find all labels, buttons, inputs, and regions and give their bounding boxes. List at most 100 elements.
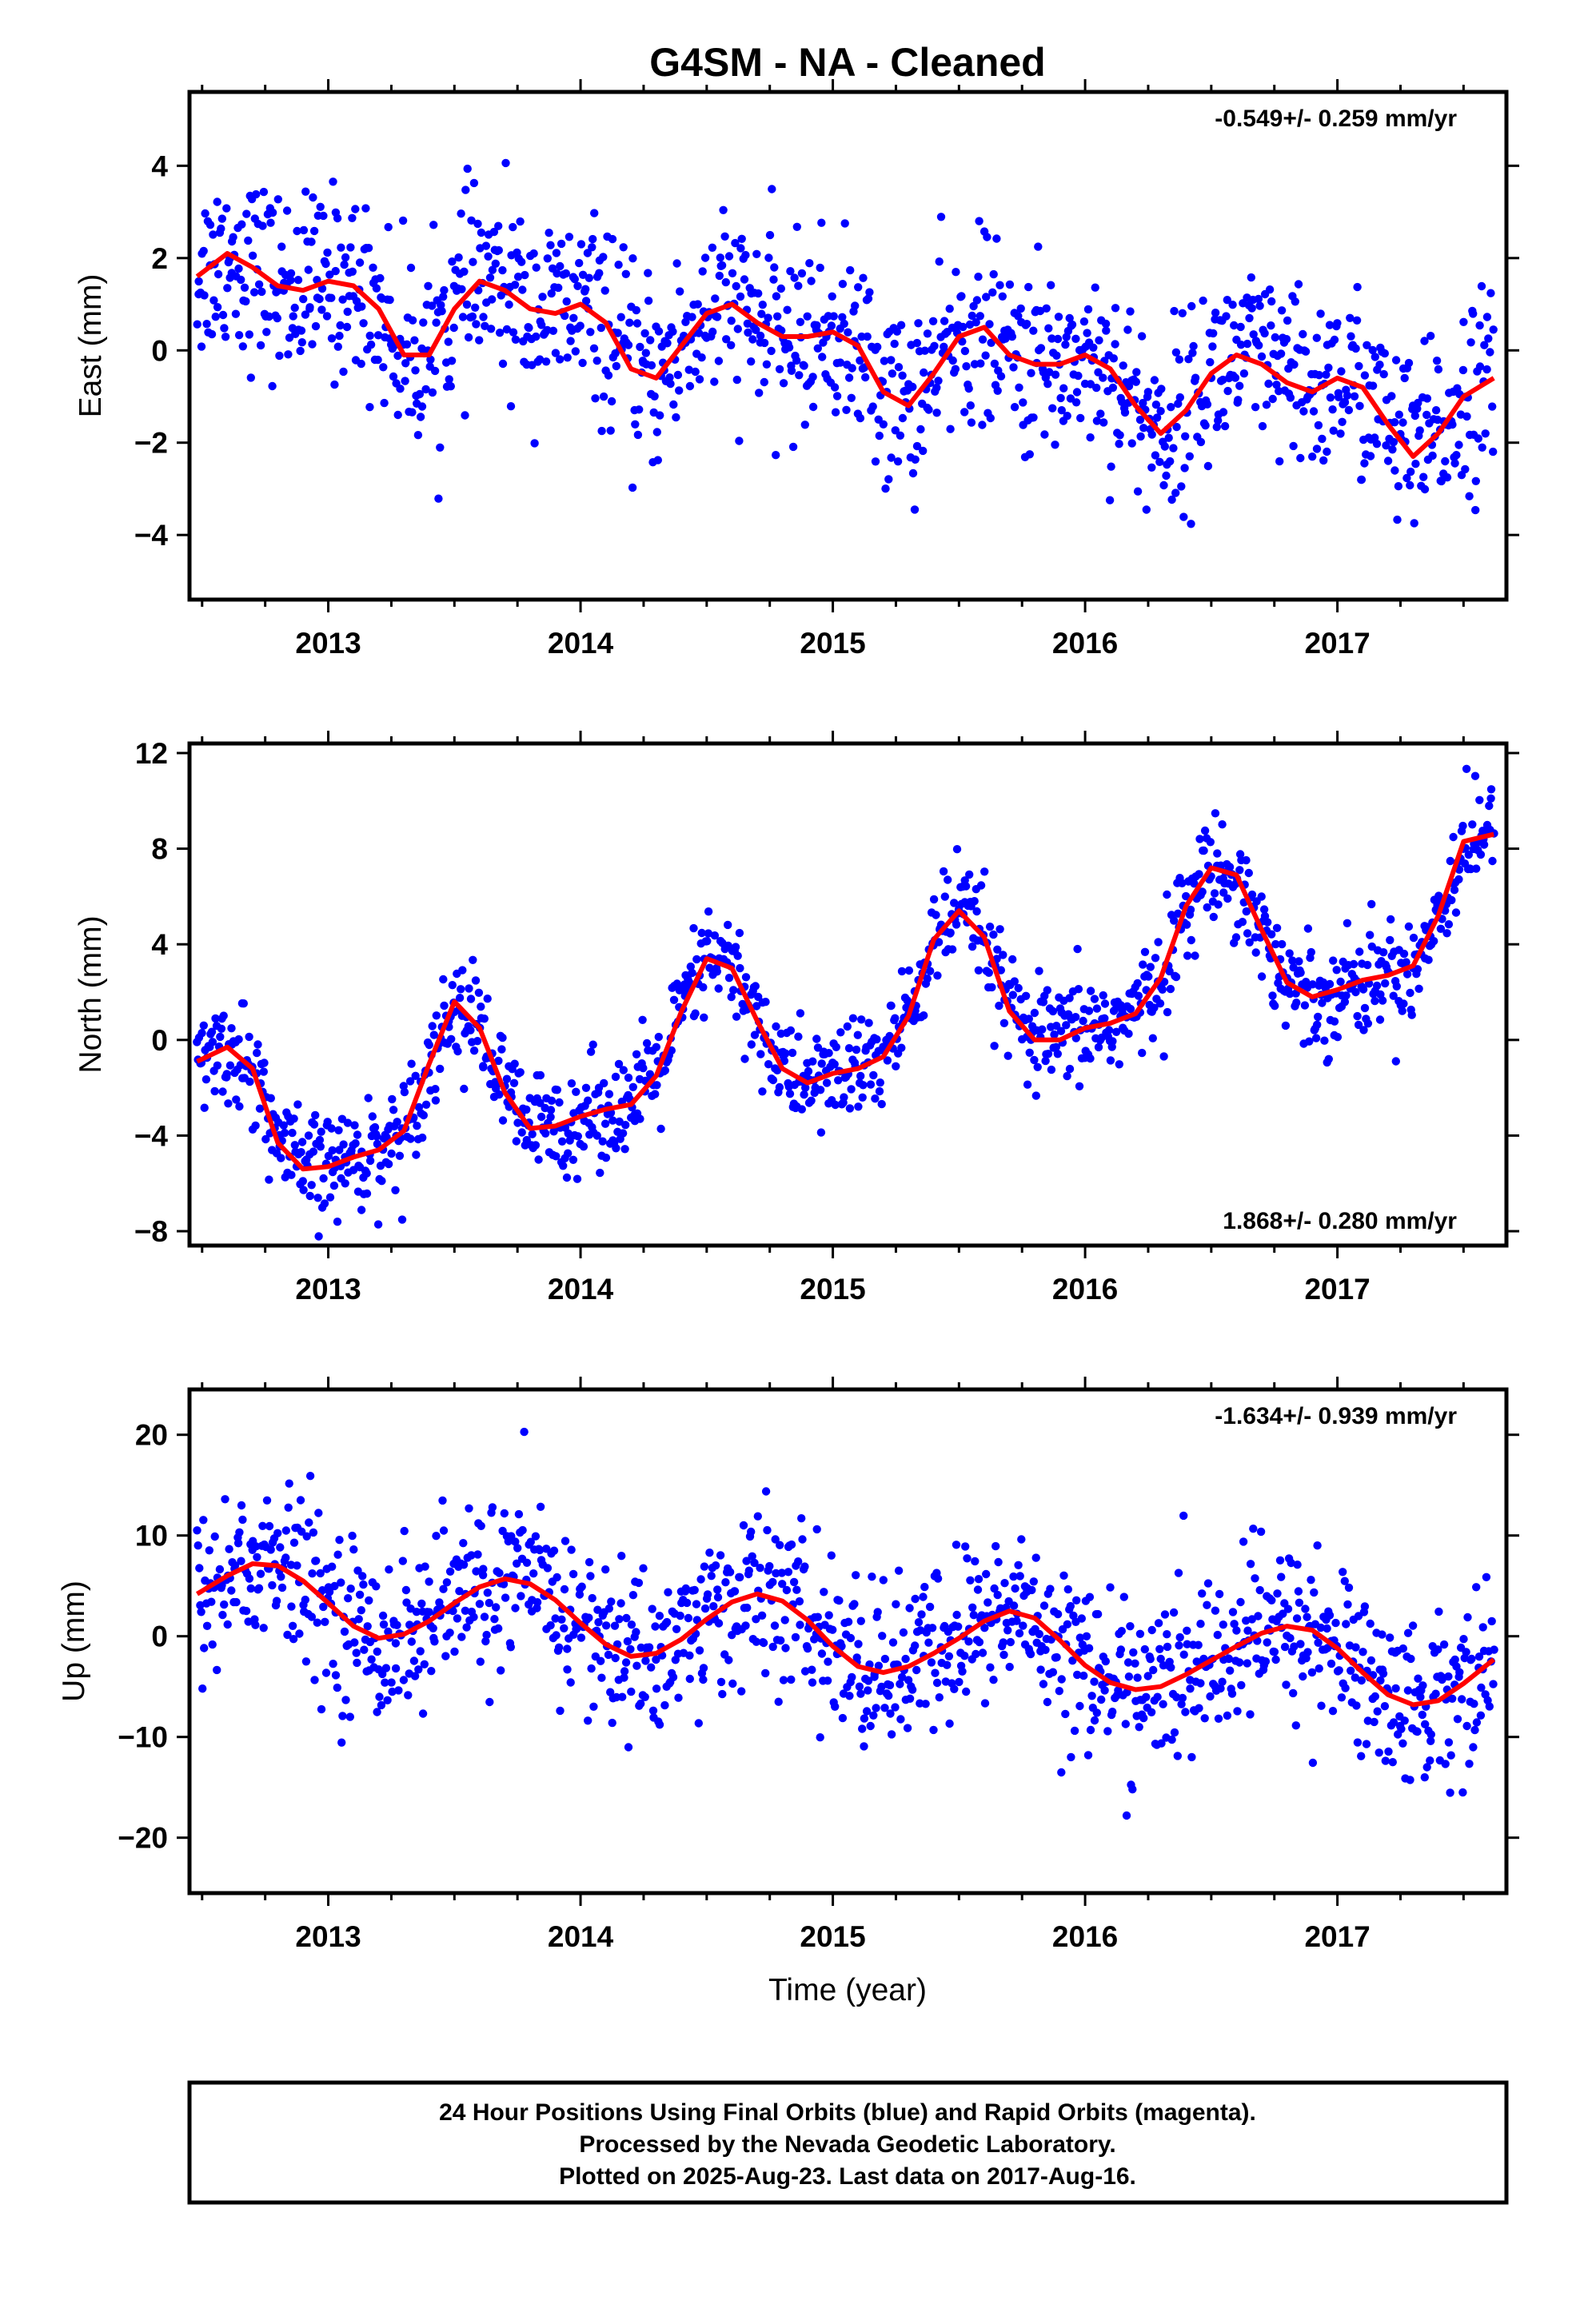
up-data-point	[225, 1545, 233, 1553]
up-data-point	[246, 1584, 255, 1593]
up-data-point	[563, 1665, 572, 1674]
north-data-point	[1389, 991, 1398, 1000]
up-data-point	[341, 1696, 350, 1704]
east-data-point	[566, 337, 575, 345]
east-data-point	[464, 333, 473, 342]
east-data-point	[1175, 355, 1184, 364]
up-data-point	[837, 1642, 846, 1651]
up-data-point	[858, 1724, 867, 1733]
east-data-point	[333, 213, 342, 223]
north-data-point	[333, 1218, 342, 1226]
north-data-point	[328, 1146, 337, 1155]
east-data-point	[532, 332, 541, 341]
up-data-point	[309, 1528, 318, 1537]
east-data-point	[1029, 413, 1038, 422]
east-data-point	[1089, 343, 1098, 352]
up-data-point	[685, 1674, 694, 1684]
up-data-point	[624, 1743, 633, 1752]
up-data-point	[1331, 1618, 1340, 1628]
north-data-point	[1138, 1048, 1147, 1058]
up-data-point	[820, 1588, 828, 1597]
east-data-point	[966, 401, 976, 410]
north-data-point	[1349, 959, 1359, 969]
north-data-point	[729, 986, 738, 995]
up-data-point	[501, 1593, 510, 1602]
east-data-point	[1178, 309, 1187, 317]
north-data-point	[1195, 870, 1203, 879]
north-data-point	[1375, 1015, 1385, 1024]
up-data-point	[795, 1597, 804, 1606]
east-data-point	[296, 346, 305, 356]
east-data-point	[532, 263, 541, 272]
east-data-point	[1434, 365, 1443, 374]
up-data-point	[771, 1535, 780, 1544]
north-data-point	[373, 1220, 383, 1229]
east-observations	[193, 158, 1498, 528]
up-data-point	[340, 1627, 349, 1636]
north-data-point	[1235, 866, 1244, 875]
east-data-point	[557, 239, 566, 249]
up-data-point	[920, 1582, 929, 1592]
east-data-point	[898, 413, 908, 423]
north-data-point	[373, 1139, 382, 1149]
up-data-point	[325, 1588, 334, 1597]
north-data-point	[1359, 1026, 1368, 1034]
east-data-point	[848, 364, 856, 373]
up-data-point	[1455, 1668, 1464, 1676]
east-data-point	[1406, 480, 1414, 490]
up-data-point	[891, 1703, 900, 1712]
east-data-point	[266, 218, 275, 227]
north-data-point	[1386, 915, 1395, 924]
north-data-point	[1079, 1016, 1087, 1026]
up-data-point	[349, 1545, 358, 1554]
north-data-point	[1399, 949, 1409, 959]
east-data-point	[494, 245, 503, 255]
north-data-point	[1203, 903, 1211, 912]
up-data-point	[850, 1600, 859, 1608]
east-data-point	[632, 319, 642, 328]
up-data-point	[627, 1620, 636, 1629]
up-data-point	[377, 1700, 386, 1710]
east-data-point	[1111, 340, 1119, 349]
up-data-point	[1085, 1593, 1095, 1601]
up-data-point	[828, 1625, 837, 1634]
up-data-point	[776, 1636, 785, 1645]
east-data-point	[1323, 447, 1331, 456]
north-data-point	[856, 1071, 865, 1081]
north-data-point	[1257, 972, 1267, 981]
up-data-point	[337, 1578, 345, 1587]
north-data-point	[1343, 919, 1352, 928]
north-data-point	[1318, 999, 1327, 1007]
up-data-point	[798, 1535, 807, 1544]
east-data-point	[252, 189, 261, 199]
east-data-point	[309, 226, 319, 236]
north-data-point	[1259, 905, 1269, 914]
up-data-point	[421, 1562, 429, 1571]
up-data-point	[1035, 1629, 1044, 1639]
east-data-point	[398, 216, 408, 225]
east-data-point	[424, 281, 433, 290]
up-data-point	[1039, 1680, 1048, 1688]
east-data-point	[1172, 422, 1181, 432]
up-data-point	[724, 1656, 733, 1664]
up-data-point	[662, 1617, 672, 1627]
east-data-point	[607, 397, 616, 406]
east-data-point	[612, 361, 620, 371]
north-data-point	[1367, 899, 1376, 909]
north-data-point	[320, 1199, 329, 1208]
up-data-point	[1159, 1700, 1167, 1708]
east-data-point	[1351, 344, 1360, 353]
east-data-point	[477, 228, 486, 237]
north-data-point	[891, 1014, 900, 1022]
up-data-point	[641, 1656, 650, 1665]
up-data-point	[682, 1598, 692, 1608]
east-data-point	[495, 329, 505, 337]
north-data-point	[522, 1105, 531, 1114]
north-data-point	[1402, 958, 1410, 967]
north-data-point	[1211, 809, 1220, 818]
east-data-point	[1406, 467, 1415, 476]
up-data-point	[744, 1566, 753, 1575]
east-data-point	[1272, 381, 1281, 389]
north-data-point	[985, 923, 995, 931]
north-data-point	[700, 1013, 708, 1022]
